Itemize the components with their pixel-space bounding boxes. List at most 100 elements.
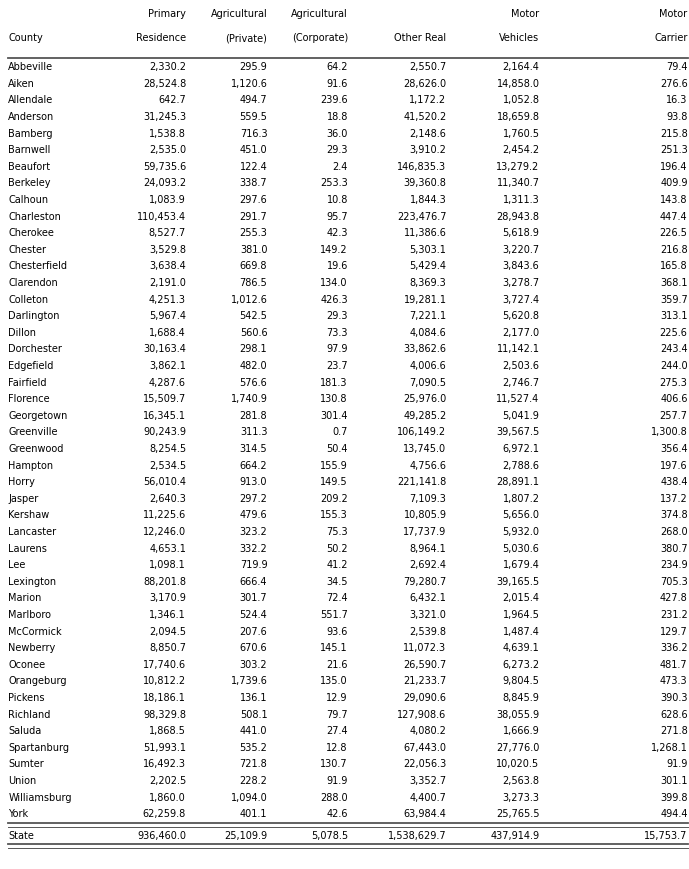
Text: 2,148.6: 2,148.6 bbox=[409, 129, 446, 138]
Text: 314.5: 314.5 bbox=[240, 443, 267, 454]
Text: Chester: Chester bbox=[8, 244, 46, 255]
Text: 136.1: 136.1 bbox=[240, 692, 267, 702]
Text: 670.6: 670.6 bbox=[240, 642, 267, 653]
Text: 381.0: 381.0 bbox=[240, 244, 267, 255]
Text: 6,273.2: 6,273.2 bbox=[502, 659, 539, 669]
Text: 11,527.4: 11,527.4 bbox=[496, 394, 539, 404]
Text: 1,807.2: 1,807.2 bbox=[502, 494, 539, 503]
Text: 75.3: 75.3 bbox=[327, 527, 348, 536]
Text: 298.1: 298.1 bbox=[240, 344, 267, 354]
Text: 1,172.2: 1,172.2 bbox=[409, 96, 446, 105]
Text: 31,245.3: 31,245.3 bbox=[143, 112, 186, 122]
Text: 1,487.4: 1,487.4 bbox=[502, 626, 539, 636]
Text: 16,345.1: 16,345.1 bbox=[143, 410, 186, 421]
Text: 197.6: 197.6 bbox=[660, 460, 688, 470]
Text: 301.1: 301.1 bbox=[660, 775, 688, 785]
Text: 24,093.2: 24,093.2 bbox=[143, 178, 186, 188]
Text: 936,460.0: 936,460.0 bbox=[137, 830, 186, 839]
Text: Barnwell: Barnwell bbox=[8, 145, 51, 155]
Text: Primary: Primary bbox=[148, 9, 186, 18]
Text: 29,090.6: 29,090.6 bbox=[404, 692, 446, 702]
Text: 1,538.8: 1,538.8 bbox=[149, 129, 186, 138]
Text: 11,072.3: 11,072.3 bbox=[403, 642, 446, 653]
Text: 5,303.1: 5,303.1 bbox=[409, 244, 446, 255]
Text: 542.5: 542.5 bbox=[240, 311, 267, 321]
Text: 642.7: 642.7 bbox=[158, 96, 186, 105]
Text: Colleton: Colleton bbox=[8, 295, 48, 304]
Text: 295.9: 295.9 bbox=[240, 62, 267, 72]
Text: 10,812.2: 10,812.2 bbox=[143, 675, 186, 686]
Text: 130.7: 130.7 bbox=[320, 759, 348, 768]
Text: 3,352.7: 3,352.7 bbox=[409, 775, 446, 785]
Text: 2,094.5: 2,094.5 bbox=[149, 626, 186, 636]
Text: 288.0: 288.0 bbox=[320, 792, 348, 801]
Text: 268.0: 268.0 bbox=[660, 527, 688, 536]
Text: 93.8: 93.8 bbox=[666, 112, 688, 122]
Text: 2,640.3: 2,640.3 bbox=[149, 494, 186, 503]
Text: 356.4: 356.4 bbox=[660, 443, 688, 454]
Text: 9,804.5: 9,804.5 bbox=[502, 675, 539, 686]
Text: 5,620.8: 5,620.8 bbox=[502, 311, 539, 321]
Text: 7,109.3: 7,109.3 bbox=[409, 494, 446, 503]
Text: 12.9: 12.9 bbox=[327, 692, 348, 702]
Text: 209.2: 209.2 bbox=[320, 494, 348, 503]
Text: 4,251.3: 4,251.3 bbox=[149, 295, 186, 304]
Text: 7,090.5: 7,090.5 bbox=[409, 377, 446, 387]
Text: 207.6: 207.6 bbox=[240, 626, 267, 636]
Text: 26,590.7: 26,590.7 bbox=[403, 659, 446, 669]
Text: Horry: Horry bbox=[8, 476, 35, 487]
Text: 59,735.6: 59,735.6 bbox=[143, 162, 186, 171]
Text: 716.3: 716.3 bbox=[240, 129, 267, 138]
Text: 1,688.4: 1,688.4 bbox=[150, 328, 186, 337]
Text: Georgetown: Georgetown bbox=[8, 410, 68, 421]
Text: 4,653.1: 4,653.1 bbox=[149, 543, 186, 553]
Text: Clarendon: Clarendon bbox=[8, 277, 58, 288]
Text: 524.4: 524.4 bbox=[240, 609, 267, 620]
Text: 301.7: 301.7 bbox=[240, 593, 267, 602]
Text: 913.0: 913.0 bbox=[240, 476, 267, 487]
Text: Carrier: Carrier bbox=[655, 33, 688, 43]
Text: 481.7: 481.7 bbox=[660, 659, 688, 669]
Text: 2,454.2: 2,454.2 bbox=[502, 145, 539, 155]
Text: 3,862.1: 3,862.1 bbox=[149, 361, 186, 370]
Text: 2,164.4: 2,164.4 bbox=[502, 62, 539, 72]
Text: 143.8: 143.8 bbox=[660, 195, 688, 205]
Text: Spartanburg: Spartanburg bbox=[8, 742, 70, 752]
Text: 3,170.9: 3,170.9 bbox=[149, 593, 186, 602]
Text: Berkeley: Berkeley bbox=[8, 178, 51, 188]
Text: 8,369.3: 8,369.3 bbox=[410, 277, 446, 288]
Text: Chesterfield: Chesterfield bbox=[8, 261, 68, 271]
Text: Laurens: Laurens bbox=[8, 543, 47, 553]
Text: Sumter: Sumter bbox=[8, 759, 44, 768]
Text: 14,858.0: 14,858.0 bbox=[497, 79, 539, 89]
Text: 5,429.4: 5,429.4 bbox=[409, 261, 446, 271]
Text: 10,020.5: 10,020.5 bbox=[496, 759, 539, 768]
Text: 2,503.6: 2,503.6 bbox=[502, 361, 539, 370]
Text: 97.9: 97.9 bbox=[327, 344, 348, 354]
Text: 93.6: 93.6 bbox=[327, 626, 348, 636]
Text: 5,618.9: 5,618.9 bbox=[502, 228, 539, 238]
Text: 1,964.5: 1,964.5 bbox=[502, 609, 539, 620]
Text: 91.6: 91.6 bbox=[327, 79, 348, 89]
Text: 28,891.1: 28,891.1 bbox=[497, 476, 539, 487]
Text: 51,993.1: 51,993.1 bbox=[143, 742, 186, 752]
Text: 2,177.0: 2,177.0 bbox=[502, 328, 539, 337]
Text: 12.8: 12.8 bbox=[327, 742, 348, 752]
Text: 494.4: 494.4 bbox=[660, 808, 688, 819]
Text: Anderson: Anderson bbox=[8, 112, 54, 122]
Text: 390.3: 390.3 bbox=[660, 692, 688, 702]
Text: 1,094.0: 1,094.0 bbox=[231, 792, 267, 801]
Text: Oconee: Oconee bbox=[8, 659, 45, 669]
Text: 181.3: 181.3 bbox=[320, 377, 348, 387]
Text: 1,679.4: 1,679.4 bbox=[502, 560, 539, 569]
Text: 3,843.6: 3,843.6 bbox=[503, 261, 539, 271]
Text: 2,191.0: 2,191.0 bbox=[149, 277, 186, 288]
Text: 27,776.0: 27,776.0 bbox=[496, 742, 539, 752]
Text: 127,908.6: 127,908.6 bbox=[398, 709, 446, 719]
Text: Pickens: Pickens bbox=[8, 692, 45, 702]
Text: 1,740.9: 1,740.9 bbox=[230, 394, 267, 404]
Text: Newberry: Newberry bbox=[8, 642, 56, 653]
Text: Greenwood: Greenwood bbox=[8, 443, 63, 454]
Text: 145.1: 145.1 bbox=[320, 642, 348, 653]
Text: 129.7: 129.7 bbox=[660, 626, 688, 636]
